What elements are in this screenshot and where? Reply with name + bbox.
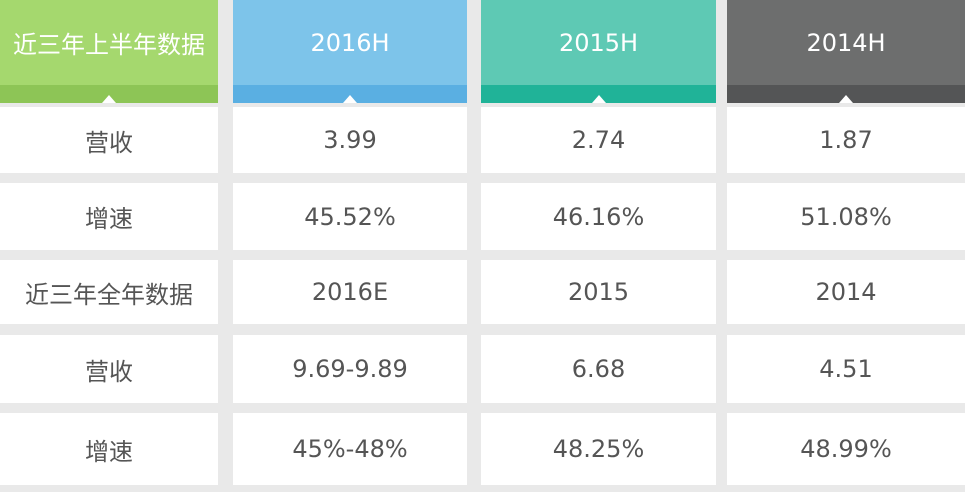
table-cell: 51.08% bbox=[727, 183, 965, 250]
header-strip bbox=[481, 85, 716, 103]
header-strip bbox=[233, 85, 467, 103]
row-label: 增速 bbox=[0, 413, 218, 485]
row-label: 增速 bbox=[0, 183, 218, 250]
row-label: 营收 bbox=[0, 335, 218, 403]
table-cell: 2014 bbox=[727, 260, 965, 324]
header-strip bbox=[0, 85, 218, 103]
row-label: 近三年全年数据 bbox=[0, 260, 218, 324]
table-cell: 9.69-9.89 bbox=[233, 335, 467, 403]
row-label: 营收 bbox=[0, 107, 218, 173]
pointer-triangle bbox=[343, 95, 357, 103]
pointer-triangle bbox=[839, 95, 853, 103]
table-cell: 3.99 bbox=[233, 107, 467, 173]
table-cell: 46.16% bbox=[481, 183, 716, 250]
header-cell: 2014H bbox=[727, 0, 965, 103]
header-cell: 2015H bbox=[481, 0, 716, 103]
table-cell: 2015 bbox=[481, 260, 716, 324]
table-cell: 4.51 bbox=[727, 335, 965, 403]
pointer-triangle bbox=[102, 95, 116, 103]
header-strip bbox=[727, 85, 965, 103]
header-cell: 近三年上半年数据 bbox=[0, 0, 218, 103]
table-cell: 48.99% bbox=[727, 413, 965, 485]
table-cell: 1.87 bbox=[727, 107, 965, 173]
table-cell: 2016E bbox=[233, 260, 467, 324]
pointer-triangle bbox=[591, 95, 606, 103]
table-cell: 48.25% bbox=[481, 413, 716, 485]
table-cell: 6.68 bbox=[481, 335, 716, 403]
table-cell: 45%-48% bbox=[233, 413, 467, 485]
table-cell: 45.52% bbox=[233, 183, 467, 250]
header-cell: 2016H bbox=[233, 0, 467, 103]
table-cell: 2.74 bbox=[481, 107, 716, 173]
